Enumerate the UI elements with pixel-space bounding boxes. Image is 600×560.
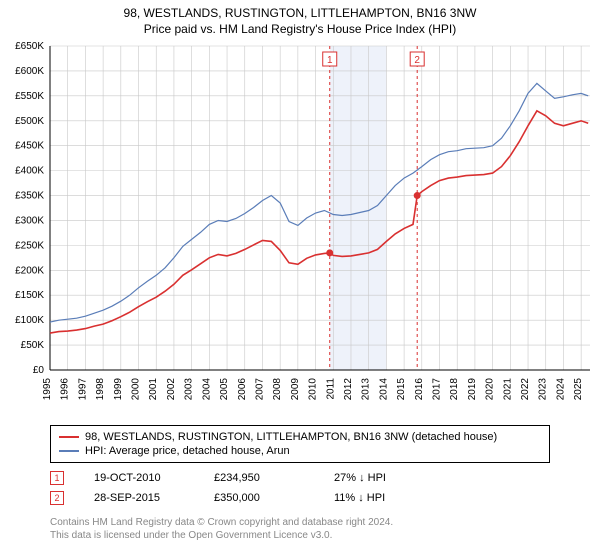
svg-text:2013: 2013 xyxy=(361,378,372,401)
chart-area: £0 £50K £100K £150K £200K £250K £300K £350K £400… xyxy=(0,40,600,420)
legend-item: HPI: Average price, detached house, Arun xyxy=(59,444,541,458)
svg-text:1: 1 xyxy=(327,55,333,66)
svg-text:2009: 2009 xyxy=(290,378,301,401)
svg-text:2025: 2025 xyxy=(573,378,584,401)
svg-text:£250K: £250K xyxy=(15,240,44,251)
sale-marker-box: 2 xyxy=(50,491,64,505)
svg-text:£100K: £100K xyxy=(15,315,44,326)
svg-text:2005: 2005 xyxy=(219,378,230,401)
svg-text:2016: 2016 xyxy=(414,378,425,401)
svg-text:2007: 2007 xyxy=(254,378,265,401)
svg-text:£550K: £550K xyxy=(15,91,44,102)
svg-text:£600K: £600K xyxy=(15,66,44,77)
sale-delta: 11% ↓ HPI xyxy=(334,492,424,504)
svg-text:2015: 2015 xyxy=(396,378,407,401)
svg-text:£300K: £300K xyxy=(15,215,44,226)
svg-text:2003: 2003 xyxy=(184,378,195,401)
svg-text:2008: 2008 xyxy=(272,378,283,401)
title-line-1: 98, WESTLANDS, RUSTINGTON, LITTLEHAMPTON… xyxy=(0,6,600,22)
svg-text:1996: 1996 xyxy=(60,378,71,401)
svg-text:1999: 1999 xyxy=(113,378,124,401)
svg-text:2017: 2017 xyxy=(432,378,443,401)
svg-text:2014: 2014 xyxy=(378,378,389,401)
legend-item: 98, WESTLANDS, RUSTINGTON, LITTLEHAMPTON… xyxy=(59,430,541,444)
sale-price: £234,950 xyxy=(214,472,304,484)
chart-title: 98, WESTLANDS, RUSTINGTON, LITTLEHAMPTON… xyxy=(0,0,600,37)
svg-text:£150K: £150K xyxy=(15,290,44,301)
sale-rows: 1 19-OCT-2010 £234,950 27% ↓ HPI 2 28-SEP-201… xyxy=(50,468,424,508)
footer-line-2: This data is licensed under the Open Gov… xyxy=(50,529,393,542)
sale-marker-box: 1 xyxy=(50,471,64,485)
footer: Contains HM Land Registry data © Crown c… xyxy=(50,516,393,542)
svg-text:£450K: £450K xyxy=(15,141,44,152)
svg-text:2011: 2011 xyxy=(325,378,336,400)
chart-container: 98, WESTLANDS, RUSTINGTON, LITTLEHAMPTON… xyxy=(0,0,600,560)
legend-label: 98, WESTLANDS, RUSTINGTON, LITTLEHAMPTON… xyxy=(85,431,497,443)
svg-text:2004: 2004 xyxy=(201,378,212,401)
svg-text:2019: 2019 xyxy=(467,378,478,401)
footer-line-1: Contains HM Land Registry data © Crown c… xyxy=(50,516,393,529)
svg-text:2010: 2010 xyxy=(308,378,319,401)
sale-delta: 27% ↓ HPI xyxy=(334,472,424,484)
legend-swatch xyxy=(59,436,79,438)
svg-text:2012: 2012 xyxy=(343,378,354,401)
svg-text:£0: £0 xyxy=(33,365,45,376)
svg-text:2000: 2000 xyxy=(131,378,142,401)
svg-text:2018: 2018 xyxy=(449,378,460,401)
svg-text:2001: 2001 xyxy=(148,378,159,401)
svg-text:2020: 2020 xyxy=(485,378,496,401)
svg-text:2006: 2006 xyxy=(237,378,248,401)
svg-text:1998: 1998 xyxy=(95,378,106,401)
svg-text:2: 2 xyxy=(414,55,420,66)
title-line-2: Price paid vs. HM Land Registry's House … xyxy=(0,22,600,38)
svg-text:2022: 2022 xyxy=(520,378,531,401)
legend-label: HPI: Average price, detached house, Arun xyxy=(85,445,290,457)
legend-swatch xyxy=(59,450,79,452)
svg-text:£400K: £400K xyxy=(15,166,44,177)
svg-text:2021: 2021 xyxy=(502,378,513,401)
svg-text:2002: 2002 xyxy=(166,378,177,401)
sale-row: 2 28-SEP-2015 £350,000 11% ↓ HPI xyxy=(50,488,424,508)
sale-date: 28-SEP-2015 xyxy=(94,492,184,504)
svg-text:£500K: £500K xyxy=(15,116,44,127)
svg-text:£200K: £200K xyxy=(15,265,44,276)
sale-row: 1 19-OCT-2010 £234,950 27% ↓ HPI xyxy=(50,468,424,488)
svg-text:2023: 2023 xyxy=(538,378,549,401)
svg-text:£350K: £350K xyxy=(15,191,44,202)
chart-svg: £0 £50K £100K £150K £200K £250K £300K £350K £400… xyxy=(0,40,600,420)
svg-text:1995: 1995 xyxy=(42,378,53,401)
sale-date: 19-OCT-2010 xyxy=(94,472,184,484)
svg-text:£50K: £50K xyxy=(21,340,45,351)
svg-text:£650K: £650K xyxy=(15,41,44,52)
svg-text:1997: 1997 xyxy=(77,378,88,401)
legend-box: 98, WESTLANDS, RUSTINGTON, LITTLEHAMPTON… xyxy=(50,425,550,463)
svg-text:2024: 2024 xyxy=(555,378,566,401)
sale-price: £350,000 xyxy=(214,492,304,504)
